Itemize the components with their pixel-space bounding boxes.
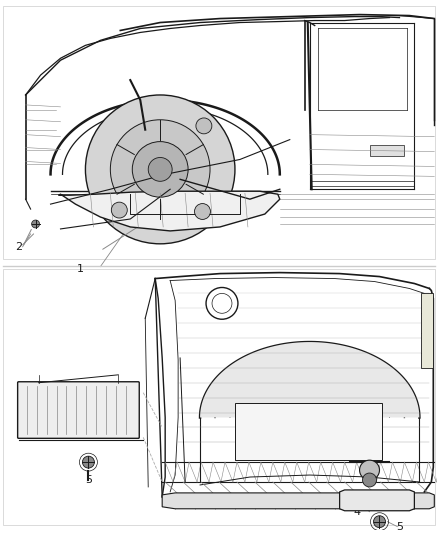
Circle shape bbox=[148, 157, 172, 181]
Bar bbox=[3, 6, 435, 259]
Text: 5: 5 bbox=[85, 475, 92, 485]
Circle shape bbox=[82, 456, 95, 468]
FancyBboxPatch shape bbox=[18, 382, 139, 438]
Bar bbox=[3, 269, 435, 524]
Circle shape bbox=[363, 473, 377, 487]
Circle shape bbox=[32, 220, 39, 228]
Text: 1: 1 bbox=[77, 264, 84, 273]
Circle shape bbox=[194, 204, 210, 220]
Circle shape bbox=[111, 202, 127, 218]
Circle shape bbox=[85, 95, 235, 244]
Polygon shape bbox=[200, 342, 419, 417]
Text: 4: 4 bbox=[353, 507, 360, 517]
Bar bbox=[370, 144, 404, 157]
Polygon shape bbox=[162, 493, 434, 509]
Bar bbox=[235, 402, 382, 460]
Text: 5: 5 bbox=[396, 522, 403, 531]
Polygon shape bbox=[59, 191, 280, 231]
Text: 3: 3 bbox=[25, 417, 32, 427]
Circle shape bbox=[110, 120, 210, 219]
Circle shape bbox=[206, 287, 238, 319]
Bar bbox=[421, 294, 433, 368]
Circle shape bbox=[374, 516, 385, 528]
Text: 2: 2 bbox=[15, 242, 22, 252]
Circle shape bbox=[196, 118, 212, 134]
Circle shape bbox=[360, 460, 379, 480]
Circle shape bbox=[132, 142, 188, 197]
Polygon shape bbox=[339, 490, 414, 511]
Circle shape bbox=[212, 294, 232, 313]
